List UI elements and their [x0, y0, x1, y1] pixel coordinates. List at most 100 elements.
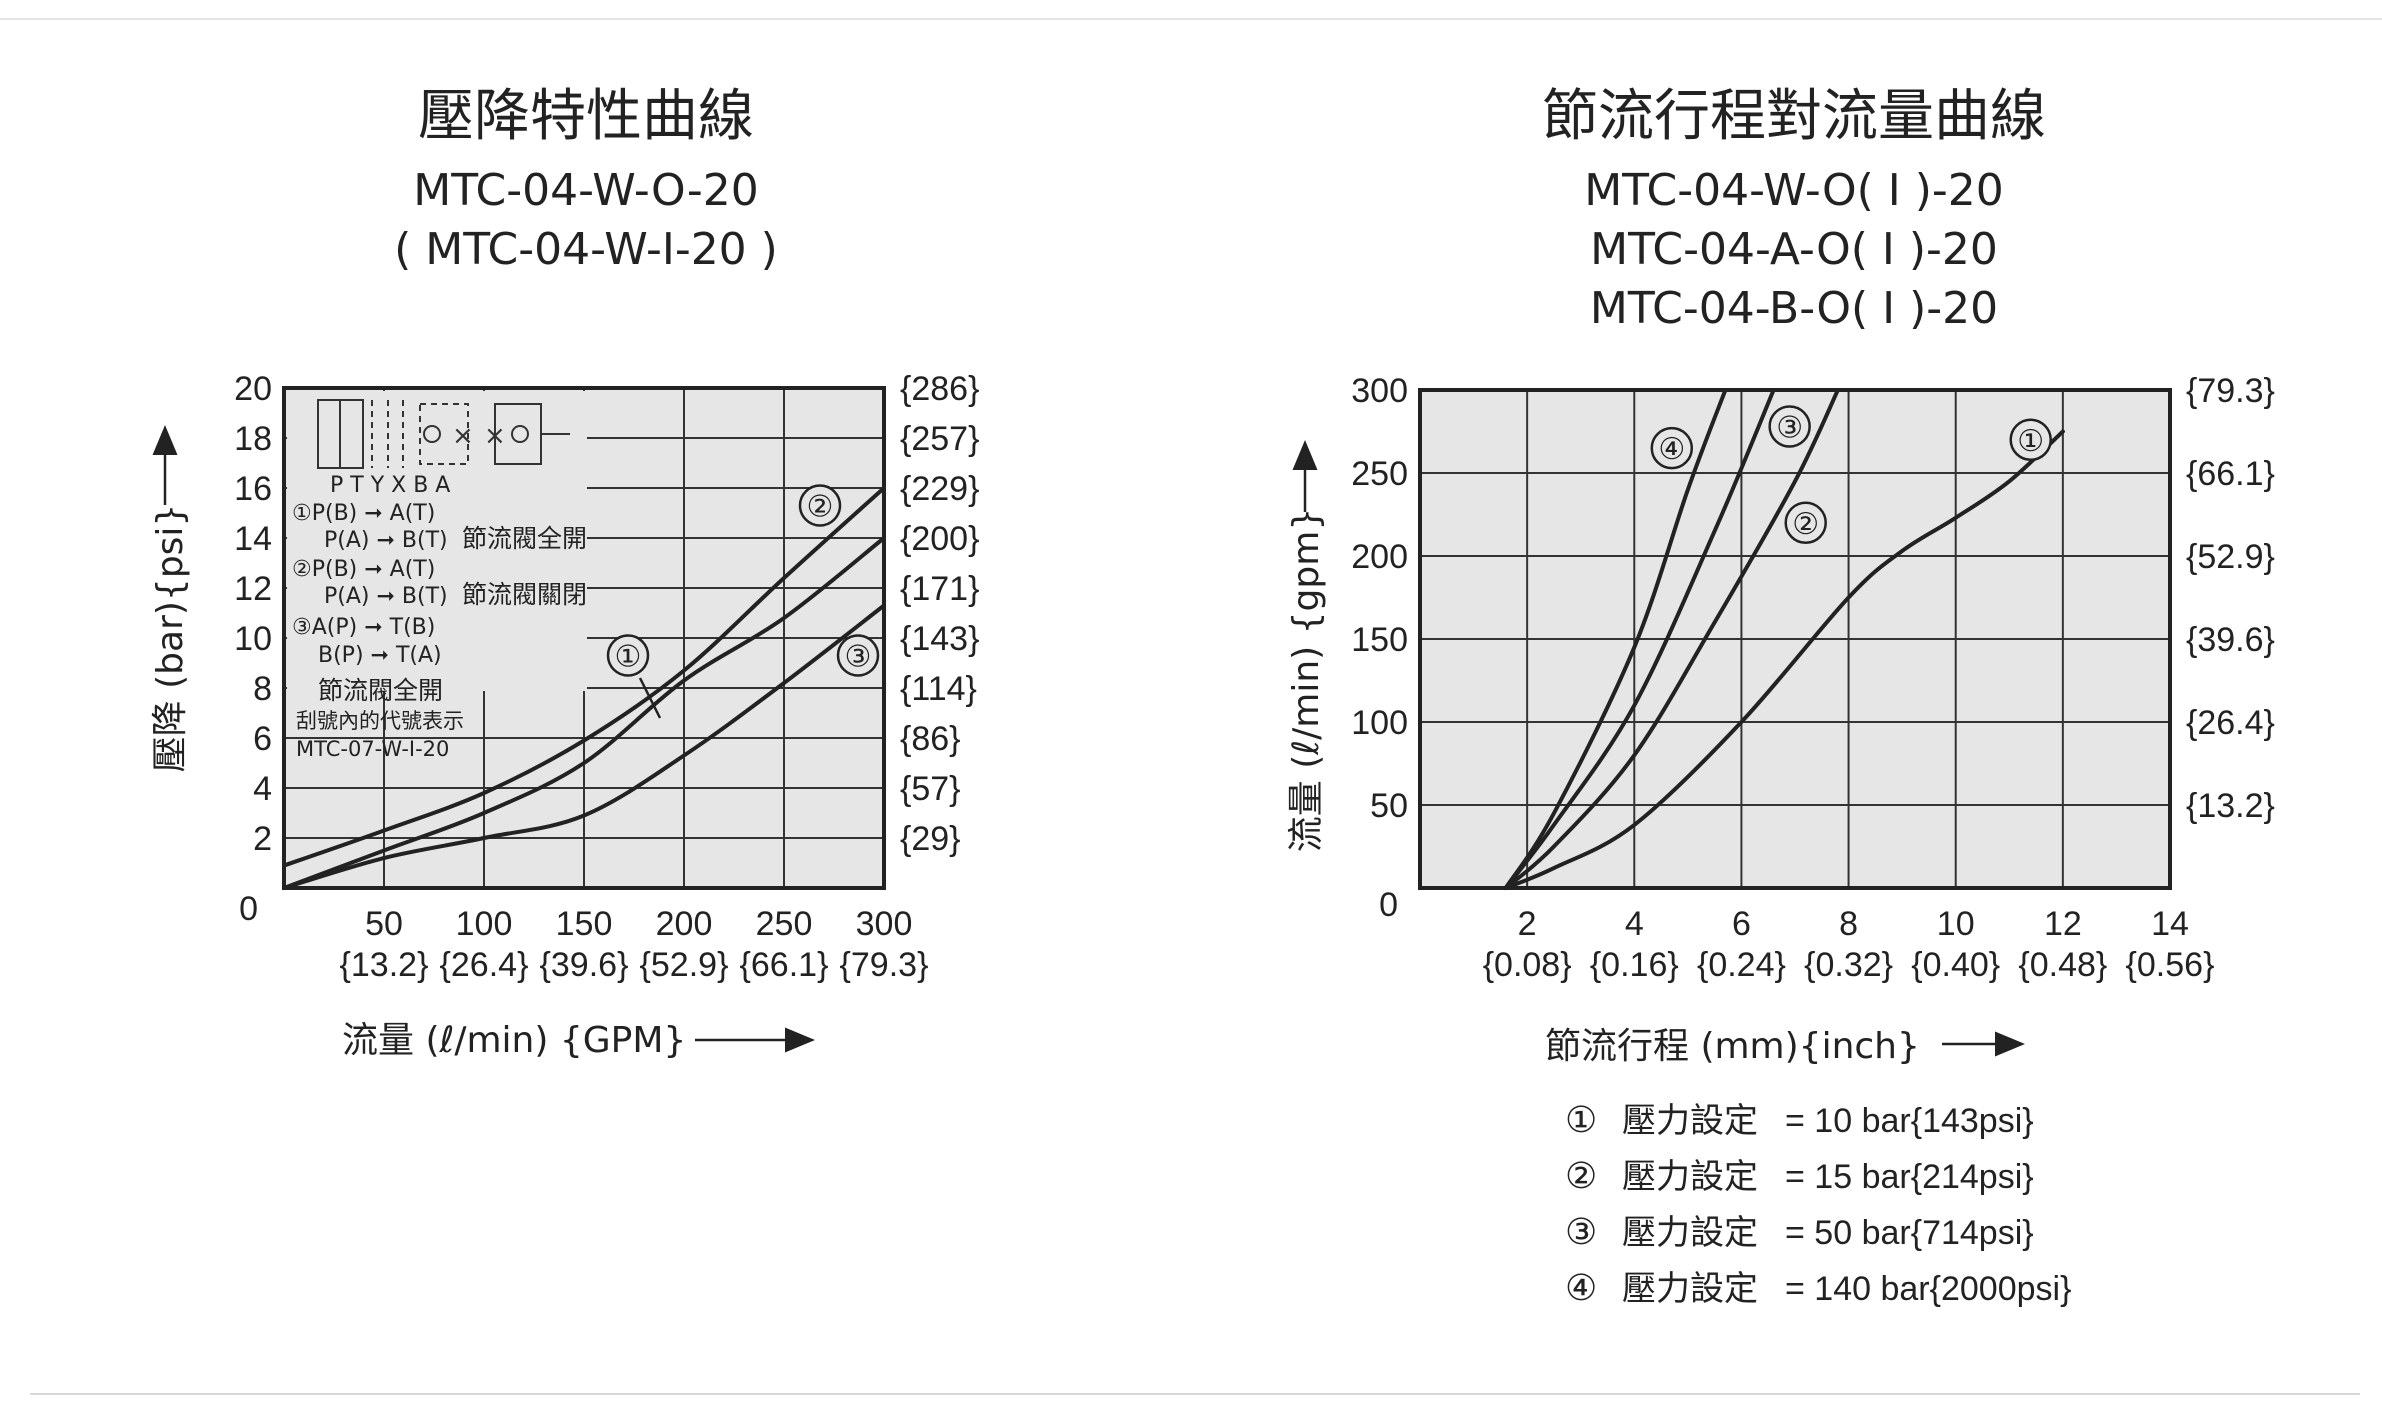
y-tick-label: 16: [234, 470, 272, 508]
x-tick-alt-label: {0.16}: [1590, 946, 1679, 984]
left-y-axis-label: 壓降 (bar){psi}: [150, 504, 191, 773]
y-tick-label: 10: [234, 620, 272, 658]
y-tick-alt-label: {200}: [900, 520, 979, 558]
legend-item: ② 壓力設定 = 15 bar{214psi}: [1565, 1156, 2034, 1197]
x-tick-alt-label: {39.6}: [540, 946, 629, 984]
legend-label: 壓力設定: [1622, 1157, 1758, 1197]
series-label-1-text: ①: [615, 641, 642, 674]
throttle-icon: ×: [452, 421, 474, 451]
right-chart-subtitle-3: MTC-04-B-O( I )-20: [1590, 283, 1998, 334]
x-tick-alt-label: {0.56}: [2126, 946, 2215, 984]
right-zero-label: 0: [1379, 886, 1398, 924]
left-chart-subtitle-1: MTC-04-W-O-20: [413, 165, 759, 216]
left-curves: ② ① ③: [282, 484, 886, 890]
series-label-1-leader: [638, 677, 662, 719]
left-chart-title: 壓降特性曲線: [418, 84, 754, 149]
y-tick-alt-label: {286}: [900, 370, 979, 408]
series-label-4: ④: [1650, 426, 1694, 470]
flow-path-3b: B(P) ➞ T(A): [318, 643, 442, 668]
legend-item: ① 壓力設定 = 10 bar{143psi}: [1565, 1100, 2034, 1141]
y-tick-label: 14: [234, 520, 272, 558]
x-tick-label: 150: [556, 905, 613, 943]
pressure-setting-legend: ① 壓力設定 = 10 bar{143psi} ② 壓力設定 = 15 bar{214ps…: [1565, 1100, 2071, 1309]
series-line-3: [282, 603, 886, 890]
left-chart-subtitle-2: ( MTC-04-W-I-20 ): [394, 224, 778, 275]
series-label-2: ②: [1784, 501, 1827, 545]
series-label-1: ①: [606, 634, 650, 677]
x-tick-alt-label: {0.08}: [1483, 946, 1572, 984]
series-label-4-text: ④: [1658, 433, 1685, 466]
right-ticks: 2{0.08}4{0.16}6{0.24}8{0.32}10{0.40}12{0…: [1351, 372, 2275, 984]
legend-item: ③ 壓力設定 = 50 bar{714psi}: [1565, 1212, 2034, 1253]
flow-path-3a: ③A(P) ➞ T(B): [292, 615, 435, 640]
y-tick-label: 18: [234, 420, 272, 458]
pressure-drop-chart: 壓降特性曲線 MTC-04-W-O-20 ( MTC-04-W-I-20 ) ②…: [150, 84, 979, 1061]
legend-mark: ①: [1565, 1100, 1597, 1141]
y-tick-label: 300: [1351, 372, 1408, 410]
y-tick-alt-label: {171}: [900, 570, 979, 608]
y-tick-alt-label: {52.9}: [2186, 538, 2275, 576]
series-line-2: [282, 486, 886, 868]
y-tick-alt-label: {257}: [900, 420, 979, 458]
x-tick-alt-label: {0.32}: [1804, 946, 1893, 984]
x-tick-label: 100: [456, 905, 513, 943]
x-tick-alt-label: {52.9}: [640, 946, 729, 984]
series-label-3: ③: [836, 634, 880, 677]
series-label-3-text: ③: [845, 641, 872, 674]
series-line-4: [1503, 388, 1728, 890]
x-tick-label: 4: [1625, 905, 1644, 943]
note-model-code: MTC-07-W-I-20: [296, 737, 449, 761]
y-tick-alt-label: {143}: [900, 620, 979, 658]
legend-item: ④ 壓力設定 = 140 bar{2000psi}: [1565, 1268, 2071, 1309]
left-x-axis-label: 流量 (ℓ/min) {GPM}: [342, 1020, 686, 1061]
throttle-flow-chart: 節流行程對流量曲線 MTC-04-W-O( I )-20 MTC-04-A-O(…: [1286, 84, 2275, 1309]
legend-value: = 140 bar{2000psi}: [1785, 1270, 2071, 1308]
right-chart-title: 節流行程對流量曲線: [1542, 84, 2046, 149]
x-tick-alt-label: {66.1}: [740, 946, 829, 984]
series-label-2-marker: [1784, 501, 1827, 545]
series-line-1: [1503, 429, 2065, 890]
series-line-2: [1503, 388, 1840, 890]
x-tick-alt-label: {26.4}: [440, 946, 529, 984]
y-tick-label: 12: [234, 570, 272, 608]
x-tick-label: 12: [2044, 905, 2082, 943]
x-tick-label: 50: [365, 905, 403, 943]
y-tick-label: 2: [253, 820, 272, 858]
y-tick-alt-label: {66.1}: [2186, 455, 2275, 493]
x-tick-alt-label: {79.3}: [840, 946, 929, 984]
note-throttle-open-2: 節流閥全開: [318, 676, 443, 705]
y-tick-alt-label: {79.3}: [2186, 372, 2275, 410]
legend-value: = 10 bar{143psi}: [1785, 1102, 2034, 1140]
series-line-1: [282, 536, 886, 890]
hydraulic-symbol: × × P T Y X B A ①P(B) ➞ A(T) P(A) ➞ B(T)…: [287, 391, 587, 761]
y-tick-label: 50: [1370, 787, 1408, 825]
series-label-2-marker: [798, 484, 842, 527]
note-throttle-open: 節流閥全開: [462, 524, 587, 553]
legend-label: 壓力設定: [1622, 1269, 1758, 1309]
legend-label: 壓力設定: [1622, 1101, 1758, 1141]
y-tick-alt-label: {57}: [900, 770, 961, 808]
check-valve-icon: [511, 425, 529, 443]
flow-path-1a: ①P(B) ➞ A(T): [292, 501, 435, 526]
throttle-icon: ×: [484, 421, 506, 451]
x-tick-alt-label: {13.2}: [340, 946, 429, 984]
valve-box-dashed: [419, 403, 469, 465]
legend-mark: ③: [1565, 1212, 1597, 1253]
x-tick-label: 2: [1518, 905, 1537, 943]
series-line-3: [1503, 388, 1776, 890]
series-label-2-text: ②: [807, 491, 834, 524]
y-tick-alt-label: {13.2}: [2186, 787, 2275, 825]
right-chart-subtitle-2: MTC-04-A-O( I )-20: [1590, 224, 1998, 275]
y-tick-label: 200: [1351, 538, 1408, 576]
x-tick-label: 10: [1937, 905, 1975, 943]
y-tick-label: 20: [234, 370, 272, 408]
legend-value: = 50 bar{714psi}: [1785, 1214, 2034, 1252]
flow-path-2a: ②P(B) ➞ A(T): [292, 557, 435, 582]
legend-mark: ④: [1565, 1268, 1597, 1309]
x-tick-label: 250: [756, 905, 813, 943]
series-label-4-marker: [1650, 426, 1694, 470]
x-tick-label: 200: [656, 905, 713, 943]
y-tick-alt-label: {114}: [900, 670, 977, 708]
y-tick-alt-label: {39.6}: [2186, 621, 2275, 659]
legend-value: = 15 bar{214psi}: [1785, 1158, 2034, 1196]
